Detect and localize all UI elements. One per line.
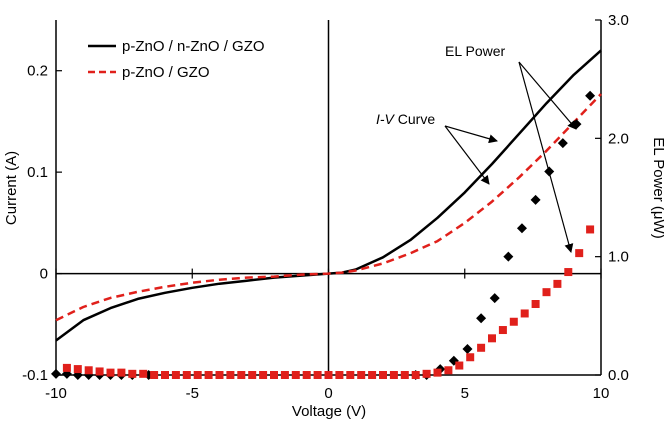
- el-power-point-black: [585, 90, 596, 101]
- el-power-point-red: [553, 279, 562, 288]
- el-power-point-red: [280, 371, 289, 379]
- el-power-point-black: [557, 138, 568, 149]
- el-power-point-red: [346, 371, 355, 379]
- plot-area: -10 -5 0 5 10 -0.1 0 0.1 0.2 0.0 1.0 2.0 3.0: [22, 12, 629, 402]
- el-power-arrow-black: [518, 61, 577, 130]
- el-power-annotation: EL Power: [445, 43, 506, 59]
- el-power-point-red: [575, 249, 584, 258]
- el-power-point-black: [462, 343, 473, 354]
- y-right-tick-label: 1.0: [608, 249, 629, 266]
- y-right-tick-label: 2.0: [608, 130, 629, 147]
- el-power-point-black: [530, 194, 541, 205]
- el-power-point-red: [150, 371, 159, 379]
- y-left-axis-title: Current (A): [3, 151, 20, 225]
- el-power-point-red: [444, 366, 453, 375]
- y-right-tick-label: 0.0: [608, 367, 629, 384]
- el-power-point-red: [531, 300, 540, 308]
- x-tick-label: -10: [45, 385, 67, 402]
- el-power-point-red: [95, 367, 104, 376]
- el-power-point-red: [466, 353, 475, 362]
- iv-arrow-red: [444, 125, 490, 185]
- el-power-point-red: [357, 371, 366, 379]
- el-power-point-red: [335, 371, 344, 379]
- el-power-point-black: [51, 368, 61, 379]
- el-power-point-red: [73, 365, 82, 374]
- el-power-point-red: [237, 371, 246, 379]
- el-power-point-red: [433, 368, 442, 377]
- el-power-point-red: [302, 371, 311, 379]
- y-left-tick-label: -0.1: [22, 367, 48, 384]
- legend-label-2: p-ZnO / GZO: [122, 64, 210, 81]
- el-power-point-red: [509, 317, 518, 326]
- y-right-axis-title: EL Power (μW): [650, 137, 664, 238]
- el-power-point-red: [226, 371, 235, 379]
- el-power-point-red: [117, 368, 126, 377]
- el-power-point-red: [411, 371, 420, 379]
- el-power-point-red: [248, 371, 257, 379]
- el-power-point-red: [379, 371, 387, 379]
- el-power-point-red: [182, 371, 191, 379]
- x-tick-label: 10: [593, 385, 610, 402]
- el-power-point-red: [586, 225, 595, 234]
- el-power-point-red: [270, 371, 278, 379]
- el-power-point-red: [259, 371, 268, 379]
- legend-label-1: p-ZnO / n-ZnO / GZO: [122, 38, 265, 55]
- el-power-point-red: [193, 371, 202, 379]
- el-power-point-red: [106, 368, 115, 377]
- annotations: EL Power I-V Curve: [376, 43, 577, 253]
- el-power-point-red: [215, 371, 224, 379]
- x-axis-title: Voltage (V): [292, 403, 366, 420]
- iv-arrow-black: [444, 125, 498, 144]
- el-power-point-red: [128, 369, 137, 378]
- el-power-point-red: [84, 366, 93, 375]
- y-left-tick-label: 0: [40, 266, 48, 283]
- x-tick-label: 0: [324, 385, 332, 402]
- el-power-point-black: [571, 119, 582, 130]
- el-power-point-red: [324, 371, 333, 379]
- el-power-point-black: [516, 223, 527, 234]
- el-power-point-red: [455, 361, 464, 370]
- el-power-point-black: [476, 313, 487, 324]
- el-power-point-red: [422, 369, 431, 378]
- el-power-point-red: [488, 334, 496, 343]
- y-right-tick-label: 3.0: [608, 12, 629, 29]
- el-power-point-red: [389, 371, 398, 379]
- legend: p-ZnO / n-ZnO / GZO p-ZnO / GZO: [88, 38, 265, 81]
- y-left-tick-label: 0.2: [27, 63, 48, 80]
- el-power-point-red: [368, 371, 377, 379]
- el-power-point-red: [161, 371, 169, 379]
- x-tick-label: 5: [461, 385, 469, 402]
- el-power-point-black: [503, 251, 514, 262]
- el-power-point-red: [542, 288, 551, 297]
- iv-rest-text: Curve: [394, 111, 435, 127]
- el-power-point-red: [139, 369, 148, 378]
- el-power-point-red: [400, 371, 409, 379]
- el-power-point-black: [489, 293, 500, 304]
- el-power-point-red: [313, 371, 322, 379]
- series-line-0: [55, 49, 602, 342]
- el-power-point-red: [204, 371, 213, 379]
- el-power-point-red: [171, 371, 180, 379]
- el-power-point-red: [498, 326, 507, 335]
- x-tick-label: -5: [186, 385, 199, 402]
- el-power-point-red: [477, 343, 486, 352]
- el-power-point-red: [564, 268, 573, 277]
- el-power-arrow-red: [518, 61, 574, 253]
- el-power-point-red: [520, 309, 529, 318]
- el-power-point-red: [291, 371, 300, 379]
- iv-italic-text: I-V: [376, 111, 396, 127]
- iv-curve-annotation: I-V Curve: [376, 111, 435, 127]
- el-power-point-red: [62, 363, 71, 372]
- y-left-tick-label: 0.1: [27, 164, 48, 181]
